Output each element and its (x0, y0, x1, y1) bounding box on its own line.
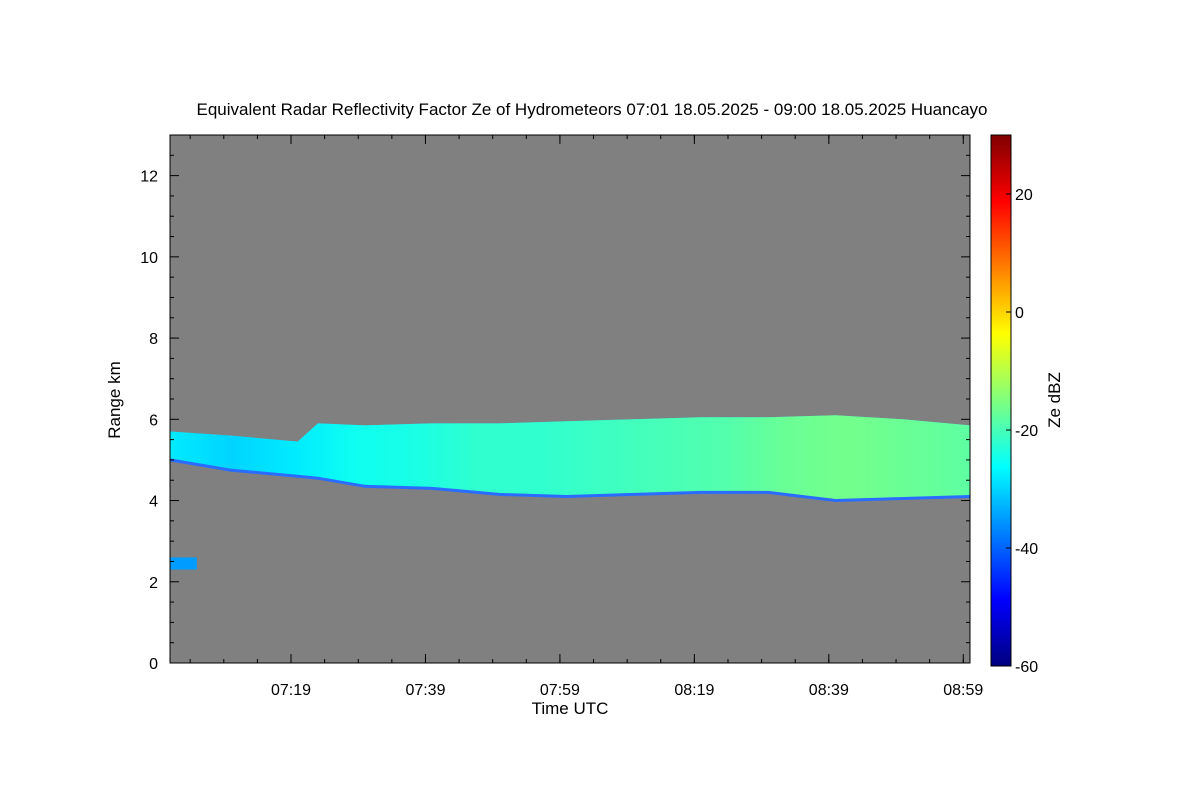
y-tick-label: 8 (149, 331, 158, 348)
colorbar-tick-label: -40 (1015, 541, 1038, 558)
x-tick-label: 07:59 (540, 682, 580, 699)
colorbar-tick-label: 20 (1015, 187, 1033, 204)
y-axis: 0 2 4 6 8 10 12 (140, 134, 970, 673)
y-tick-label: 10 (140, 250, 158, 267)
x-tick-label: 08:59 (943, 682, 983, 699)
colorbar-label: Ze dBZ (1045, 372, 1064, 428)
layer-base-edge (169, 458, 971, 503)
y-tick-label: 6 (149, 412, 158, 429)
colorbar-ticks: -60 -40 -20 0 20 (1006, 187, 1038, 676)
x-axis-label: Time UTC (532, 699, 609, 718)
y-tick-label: 12 (140, 169, 158, 186)
chart-title: Equivalent Radar Reflectivity Factor Ze … (197, 100, 988, 119)
y-tick-label: 4 (149, 494, 158, 511)
plot-background (170, 135, 970, 663)
colorbar-tick-label: -60 (1015, 659, 1038, 676)
layer-low-echo (170, 557, 197, 570)
x-tick-label: 08:39 (809, 682, 849, 699)
y-tick-label: 2 (149, 575, 158, 592)
x-axis: 07:19 07:39 07:59 08:19 08:39 08:59 (189, 135, 983, 699)
x-tick-label: 07:19 (271, 682, 311, 699)
x-tick-label: 07:39 (405, 682, 445, 699)
y-axis-label: Range km (105, 361, 124, 438)
colorbar-tick-label: -20 (1015, 423, 1038, 440)
x-tick-label: 08:19 (674, 682, 714, 699)
layer-main-cloud-layer (170, 415, 970, 501)
colorbar-tick-label: 0 (1015, 305, 1024, 322)
echo-layers (169, 415, 971, 570)
colorbar (990, 134, 1012, 667)
y-tick-label: 0 (149, 656, 158, 673)
